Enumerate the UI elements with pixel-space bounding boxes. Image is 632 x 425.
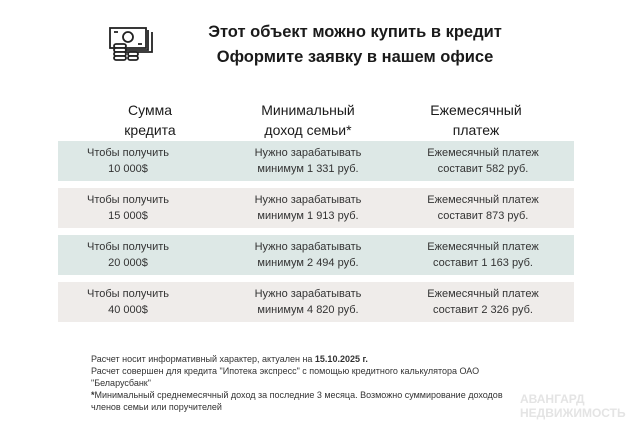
footnotes: Расчет носит информативный характер, акт… <box>91 353 511 413</box>
cell-line: 15 000$ <box>108 210 148 222</box>
cell-line: Нужно зарабатывать <box>254 147 362 159</box>
cell-line: составит 1 163 руб. <box>433 257 533 269</box>
cell-pay: Ежемесячный платеж составит 873 руб. <box>403 192 563 224</box>
cell-line: 20 000$ <box>108 257 148 269</box>
note-calculator: Расчет совершен для кредита "Ипотека экс… <box>91 366 480 388</box>
money-stack-coins-icon <box>109 27 153 61</box>
note-text: Минимальный среднемесячный доход за посл… <box>91 390 503 412</box>
column-header-payment: Ежемесячный платеж <box>396 100 556 140</box>
cell-line: Нужно зарабатывать <box>254 288 362 300</box>
watermark-line1: АВАНГАРД <box>520 392 585 406</box>
cell-pay: Ежемесячный платеж составит 2 326 руб. <box>403 286 563 318</box>
cell-line: Чтобы получить <box>86 194 170 206</box>
cell-line: Чтобы получить <box>86 241 170 253</box>
cell-line: Нужно зарабатывать <box>254 194 362 206</box>
table-row: Чтобы получить 20 000$ Нужно зарабатывать м… <box>58 235 574 275</box>
note-text: Расчет носит информативный характер, акт… <box>91 354 315 364</box>
title-line1: Этот объект можно купить в кредит <box>208 23 502 41</box>
cell-pay: Ежемесячный платеж составит 582 руб. <box>403 145 563 177</box>
cell-line: минимум 1 913 руб. <box>257 210 359 222</box>
header-line: Сумма <box>128 102 172 118</box>
cell-income: Нужно зарабатывать минимум 4 820 руб. <box>218 286 398 318</box>
cell-income: Нужно зарабатывать минимум 2 494 руб. <box>218 239 398 271</box>
table-row: Чтобы получить 15 000$ Нужно зарабатывать м… <box>58 188 574 228</box>
header-line: платеж <box>452 122 500 138</box>
cell-income: Нужно зарабатывать минимум 1 913 руб. <box>218 192 398 224</box>
cell-line: Нужно зарабатывать <box>254 241 362 253</box>
cell-line: Ежемесячный платеж <box>427 194 539 206</box>
table-row: Чтобы получить 10 000$ Нужно зарабатывать м… <box>58 141 574 181</box>
cell-line: составит 582 руб. <box>437 163 529 175</box>
table-row: Чтобы получить 40 000$ Нужно зарабатывать м… <box>58 282 574 322</box>
cell-line: Ежемесячный платеж <box>427 241 539 253</box>
cell-line: Чтобы получить <box>86 147 170 159</box>
header-line: Минимальный <box>261 102 355 118</box>
cell-line: минимум 2 494 руб. <box>257 257 359 269</box>
watermark: АВАНГАРД НЕДВИЖИМОСТЬ <box>520 392 626 420</box>
note-income: *Минимальный среднемесячный доход за пос… <box>91 389 511 413</box>
cell-line: 40 000$ <box>108 304 148 316</box>
note-date: 15.10.2025 г. <box>314 354 368 364</box>
cell-amount: Чтобы получить 15 000$ <box>58 192 198 224</box>
cell-line: составит 2 326 руб. <box>433 304 533 316</box>
cell-line: Ежемесячный платеж <box>427 288 539 300</box>
column-header-amount: Сумма кредита <box>90 100 210 140</box>
cell-amount: Чтобы получить 40 000$ <box>58 286 198 318</box>
cell-line: Ежемесячный платеж <box>427 147 539 159</box>
watermark-line2: НЕДВИЖИМОСТЬ <box>520 406 626 420</box>
cell-line: Чтобы получить <box>86 288 170 300</box>
cell-amount: Чтобы получить 10 000$ <box>58 145 198 177</box>
cell-line: 10 000$ <box>108 163 148 175</box>
column-header-income: Минимальный доход семьи* <box>228 100 388 140</box>
note-actuality: Расчет носит информативный характер, акт… <box>91 353 511 365</box>
cell-income: Нужно зарабатывать минимум 1 331 руб. <box>218 145 398 177</box>
title-line2: Оформите заявку в нашем офисе <box>216 48 494 66</box>
cell-line: минимум 4 820 руб. <box>257 304 359 316</box>
header-line: Ежемесячный <box>430 102 522 118</box>
cell-line: минимум 1 331 руб. <box>257 163 359 175</box>
header-line: доход семьи* <box>264 122 352 138</box>
page-title: Этот объект можно купить в кредит Оформи… <box>165 20 545 70</box>
cell-amount: Чтобы получить 20 000$ <box>58 239 198 271</box>
asterisk: * <box>91 390 95 400</box>
header-line: кредита <box>124 122 176 138</box>
cell-line: составит 873 руб. <box>437 210 529 222</box>
cell-pay: Ежемесячный платеж составит 1 163 руб. <box>403 239 563 271</box>
